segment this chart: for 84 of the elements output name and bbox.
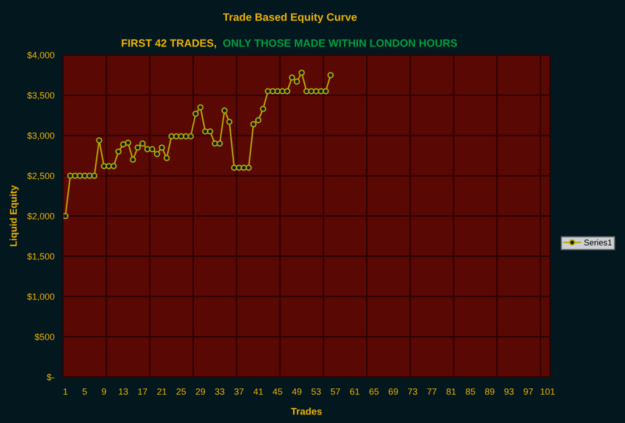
point	[96, 137, 102, 144]
point	[120, 141, 126, 148]
x-tick-label: 101	[540, 388, 555, 395]
x-tick-label: 77	[427, 388, 436, 395]
point	[82, 172, 88, 179]
point	[197, 104, 204, 110]
x-tick-label: 45	[272, 388, 282, 395]
y-tick-label: $1,000	[27, 293, 54, 301]
y-tick-label: $500	[34, 333, 54, 341]
x-tick-label: 13	[118, 388, 128, 395]
point	[164, 154, 170, 162]
point	[91, 172, 98, 179]
point	[322, 88, 329, 94]
point	[274, 88, 281, 94]
point	[188, 133, 194, 140]
point	[86, 172, 93, 179]
x-axis-title: Trades	[290, 408, 322, 415]
x-tick-label: 81	[446, 388, 456, 395]
x-tick-label: 29	[196, 388, 206, 395]
point	[226, 118, 232, 125]
x-tick-label: 17	[138, 388, 148, 395]
point	[260, 106, 266, 112]
point	[158, 144, 165, 151]
point	[327, 72, 334, 78]
chart-title: Trade Based Equity Curve	[222, 12, 357, 24]
point	[67, 172, 74, 179]
point	[318, 88, 324, 94]
point	[168, 133, 175, 140]
point	[182, 133, 190, 140]
x-tick-label: 93	[504, 388, 514, 395]
x-tick-label: 85	[466, 388, 476, 395]
point	[236, 164, 242, 171]
y-tick-label: $2,500	[27, 172, 54, 180]
x-tick-label: 57	[330, 388, 340, 395]
point	[115, 148, 122, 155]
x-tick-label: 53	[311, 388, 321, 395]
x-tick-label: 65	[369, 388, 379, 395]
point	[303, 88, 310, 94]
x-tick-label: 73	[408, 388, 418, 395]
y-tick-label: $2,000	[27, 212, 54, 220]
point	[192, 110, 199, 117]
y-tick-label: $1,500	[27, 252, 54, 261]
x-tick-label: 41	[253, 388, 263, 395]
x-tick-label: 49	[292, 388, 302, 395]
point	[124, 140, 132, 146]
x-tick-label: 89	[485, 388, 494, 395]
point	[294, 78, 300, 85]
x-tick-label: 61	[350, 388, 360, 395]
point	[139, 140, 146, 147]
point	[149, 146, 156, 152]
point	[221, 107, 228, 114]
x-tick-label: 21	[157, 388, 166, 395]
point	[134, 144, 141, 151]
point	[130, 156, 136, 163]
y-tick-label: $4,000	[27, 52, 54, 60]
point	[264, 88, 272, 94]
point	[284, 88, 290, 94]
point	[298, 70, 305, 76]
point	[250, 121, 257, 128]
x-tick-label: 97	[524, 388, 533, 395]
y-axis-title: Liquid Equity	[10, 185, 19, 246]
point	[206, 128, 214, 135]
point	[246, 164, 252, 171]
x-tick-label: 69	[388, 388, 398, 395]
chart-subtitle: FIRST 42 TRADES,	[122, 39, 216, 48]
point	[63, 212, 69, 220]
y-tick-label: $-	[46, 374, 54, 381]
legend-label: Series1	[584, 239, 612, 246]
x-tick-label: 5	[82, 388, 87, 395]
text: ONLY THOSE MADE WITHIN LONDON HOURS	[223, 39, 457, 47]
point	[154, 150, 160, 158]
x-tick-label: 9	[102, 388, 106, 395]
point	[288, 74, 296, 81]
point	[76, 172, 83, 179]
x-tick-label: 25	[176, 388, 186, 395]
x-tick-label: 37	[234, 388, 244, 395]
y-tick-label: $3,000	[27, 132, 54, 140]
x-tick-label: 33	[215, 388, 224, 395]
y-tick-label: $3,500	[27, 92, 54, 100]
point	[255, 117, 262, 124]
point	[110, 162, 117, 170]
x-tick-label: 1	[64, 388, 68, 395]
point	[100, 162, 108, 170]
point	[216, 140, 223, 147]
